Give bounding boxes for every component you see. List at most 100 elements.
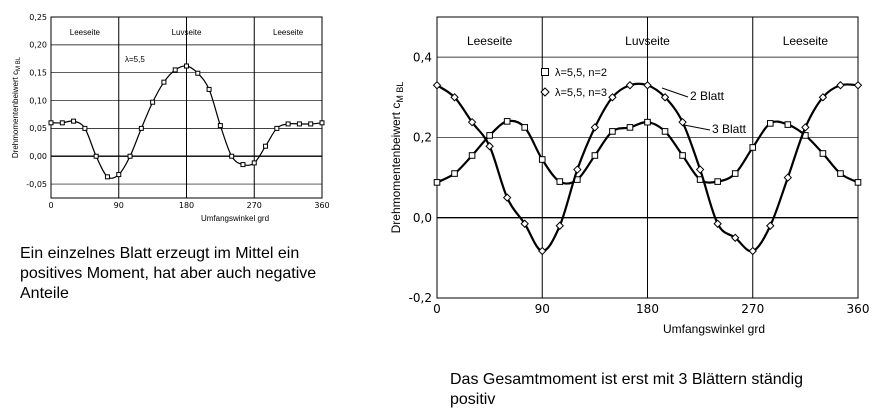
chart1-x-tick-label: 180 — [179, 201, 194, 210]
chart2-diamond-marker — [502, 193, 512, 202]
chart1-annotation: λ=5,5 — [125, 55, 145, 64]
chart2-diamond-marker — [625, 81, 635, 90]
chart2-series-label-leader — [683, 124, 711, 131]
chart1-square-marker — [240, 162, 246, 168]
chart1-x-tick-label: 0 — [48, 201, 53, 210]
chart1-square-marker — [274, 125, 280, 131]
chart2-y-tick-label: -0,2 — [409, 291, 432, 305]
chart2-x-tick-label: 180 — [636, 302, 659, 316]
chart1-square-marker — [82, 125, 88, 131]
chart1-y-axis-label: Drehmomentenbeiwert cM BL — [11, 56, 22, 158]
chart2-legend-diamond-marker — [540, 87, 550, 97]
chart2-square-marker — [538, 156, 546, 163]
chart2-square-marker — [661, 128, 669, 135]
chart2-x-tick-label: 0 — [433, 302, 441, 316]
chart1-region-label: Leeseite — [70, 28, 101, 37]
chart2-diamond-marker — [520, 219, 529, 228]
chart2-region-label: Leeseite — [467, 34, 513, 48]
chart2-diamond-marker — [590, 123, 600, 132]
chart2-diamond-marker — [538, 246, 547, 256]
chart2-diamond-marker — [766, 221, 775, 230]
chart1-y-tick-label: -0,05 — [26, 180, 47, 189]
right-caption: Das Gesamtmoment ist erst mit 3 Blättern… — [450, 371, 804, 408]
chart1-square-marker — [296, 121, 302, 127]
chart2-diamond-marker — [695, 165, 705, 174]
chart2-diamond-marker — [467, 117, 477, 127]
chart2-square-marker — [714, 178, 721, 185]
chart2-square-marker — [451, 170, 458, 177]
chart2-legend-square-marker — [541, 68, 549, 76]
chart2-square-marker — [679, 152, 686, 159]
chart2-diamond-marker — [450, 93, 459, 102]
chart1-square-marker — [217, 123, 223, 129]
chart1-square-marker — [172, 67, 178, 73]
chart1-square-marker — [116, 172, 122, 178]
chart2-diamond-marker — [608, 93, 617, 102]
chart1-y-tick-label: 0,25 — [29, 13, 47, 22]
chart2-square-marker — [784, 121, 792, 128]
chart1-square-marker — [161, 79, 167, 85]
chart1-y-tick-label: 0,15 — [29, 68, 47, 77]
chart2-diamond-marker — [713, 219, 722, 228]
chart2-diamond-marker — [731, 233, 740, 242]
chart1-square-marker — [104, 174, 110, 180]
chart2-region-label: Leeseite — [783, 34, 829, 48]
chart2-diamond-marker — [818, 93, 828, 102]
chart2-y-axis-label: Drehmomentenbeiwert cM BL — [389, 82, 405, 234]
chart1-x-tick-label: 270 — [247, 201, 262, 210]
chart1-square-marker — [206, 86, 212, 92]
chart2-x-axis-label: Umfangswinkel grd — [663, 322, 765, 336]
chart2-y-tick-label: 0,0 — [413, 211, 432, 225]
chart1-square-marker — [251, 160, 257, 166]
chart1-region-label: Leeseite — [273, 28, 304, 37]
chart2-y-tick-label: 0,2 — [413, 131, 432, 145]
chart2-square-marker — [521, 124, 529, 131]
chart2-square-marker — [503, 118, 511, 125]
chart2-series-label-leader — [661, 87, 689, 98]
chart2-diamond-marker — [783, 173, 793, 182]
chart2-square-marker — [837, 170, 844, 177]
chart2-x-tick-label: 270 — [741, 302, 764, 316]
chart1-square-marker — [195, 70, 201, 76]
chart1-square-marker — [93, 153, 99, 159]
chart2-x-tick-label: 90 — [535, 302, 550, 316]
chart1-x-axis-label: Umfangswinkel grd — [201, 214, 269, 223]
chart1-x-tick-label: 90 — [114, 201, 124, 210]
chart1-square-marker — [308, 121, 314, 127]
chart2-diamond-marker — [660, 93, 670, 102]
chart2-diamond-marker — [573, 165, 582, 174]
chart2-diamond-marker — [643, 81, 652, 90]
chart2-y-tick-label: 0,4 — [413, 50, 432, 64]
chart2-square-marker — [626, 124, 634, 131]
chart2-diamond-marker — [801, 123, 810, 132]
chart2-square-marker — [766, 120, 774, 127]
chart2-square-marker — [556, 178, 564, 185]
chart2-series-label: 3 Blatt — [712, 122, 747, 136]
chart1-y-tick-label: 0,00 — [29, 152, 47, 161]
chart2-diamond-marker — [555, 221, 564, 230]
chart2-square-marker — [644, 118, 651, 126]
chart1-square-marker — [285, 121, 291, 127]
chart2-square-marker — [591, 152, 599, 159]
chart2-series-label: 2 Blatt — [690, 89, 725, 103]
chart2-diamond-marker — [836, 81, 845, 90]
chart2-region-label: Luvseite — [625, 34, 670, 48]
chart2-square-marker — [468, 152, 476, 159]
chart2-legend-label: λ=5,5, n=2 — [555, 67, 607, 79]
chart2-square-marker — [731, 170, 739, 177]
chart2-diamond-marker — [432, 81, 442, 90]
chart2-square-marker — [819, 150, 827, 157]
chart1-square-marker — [263, 143, 269, 149]
chart1-square-marker — [184, 63, 189, 69]
chart1-square-marker — [71, 118, 77, 124]
chart2-diamond-marker — [748, 246, 757, 256]
chart2-square-marker — [749, 144, 757, 151]
chart2-diamond-marker — [853, 81, 863, 90]
chart1-square-marker — [150, 99, 156, 105]
left-caption: Ein einzelnes Blatt erzeugt im Mittel ei… — [20, 245, 317, 302]
chart1-y-tick-label: 0,20 — [29, 41, 47, 50]
chart1-square-marker — [229, 153, 235, 159]
chart1-square-marker — [127, 153, 133, 159]
chart2-diamond-marker — [485, 142, 494, 151]
chart1-square-marker — [48, 120, 54, 126]
